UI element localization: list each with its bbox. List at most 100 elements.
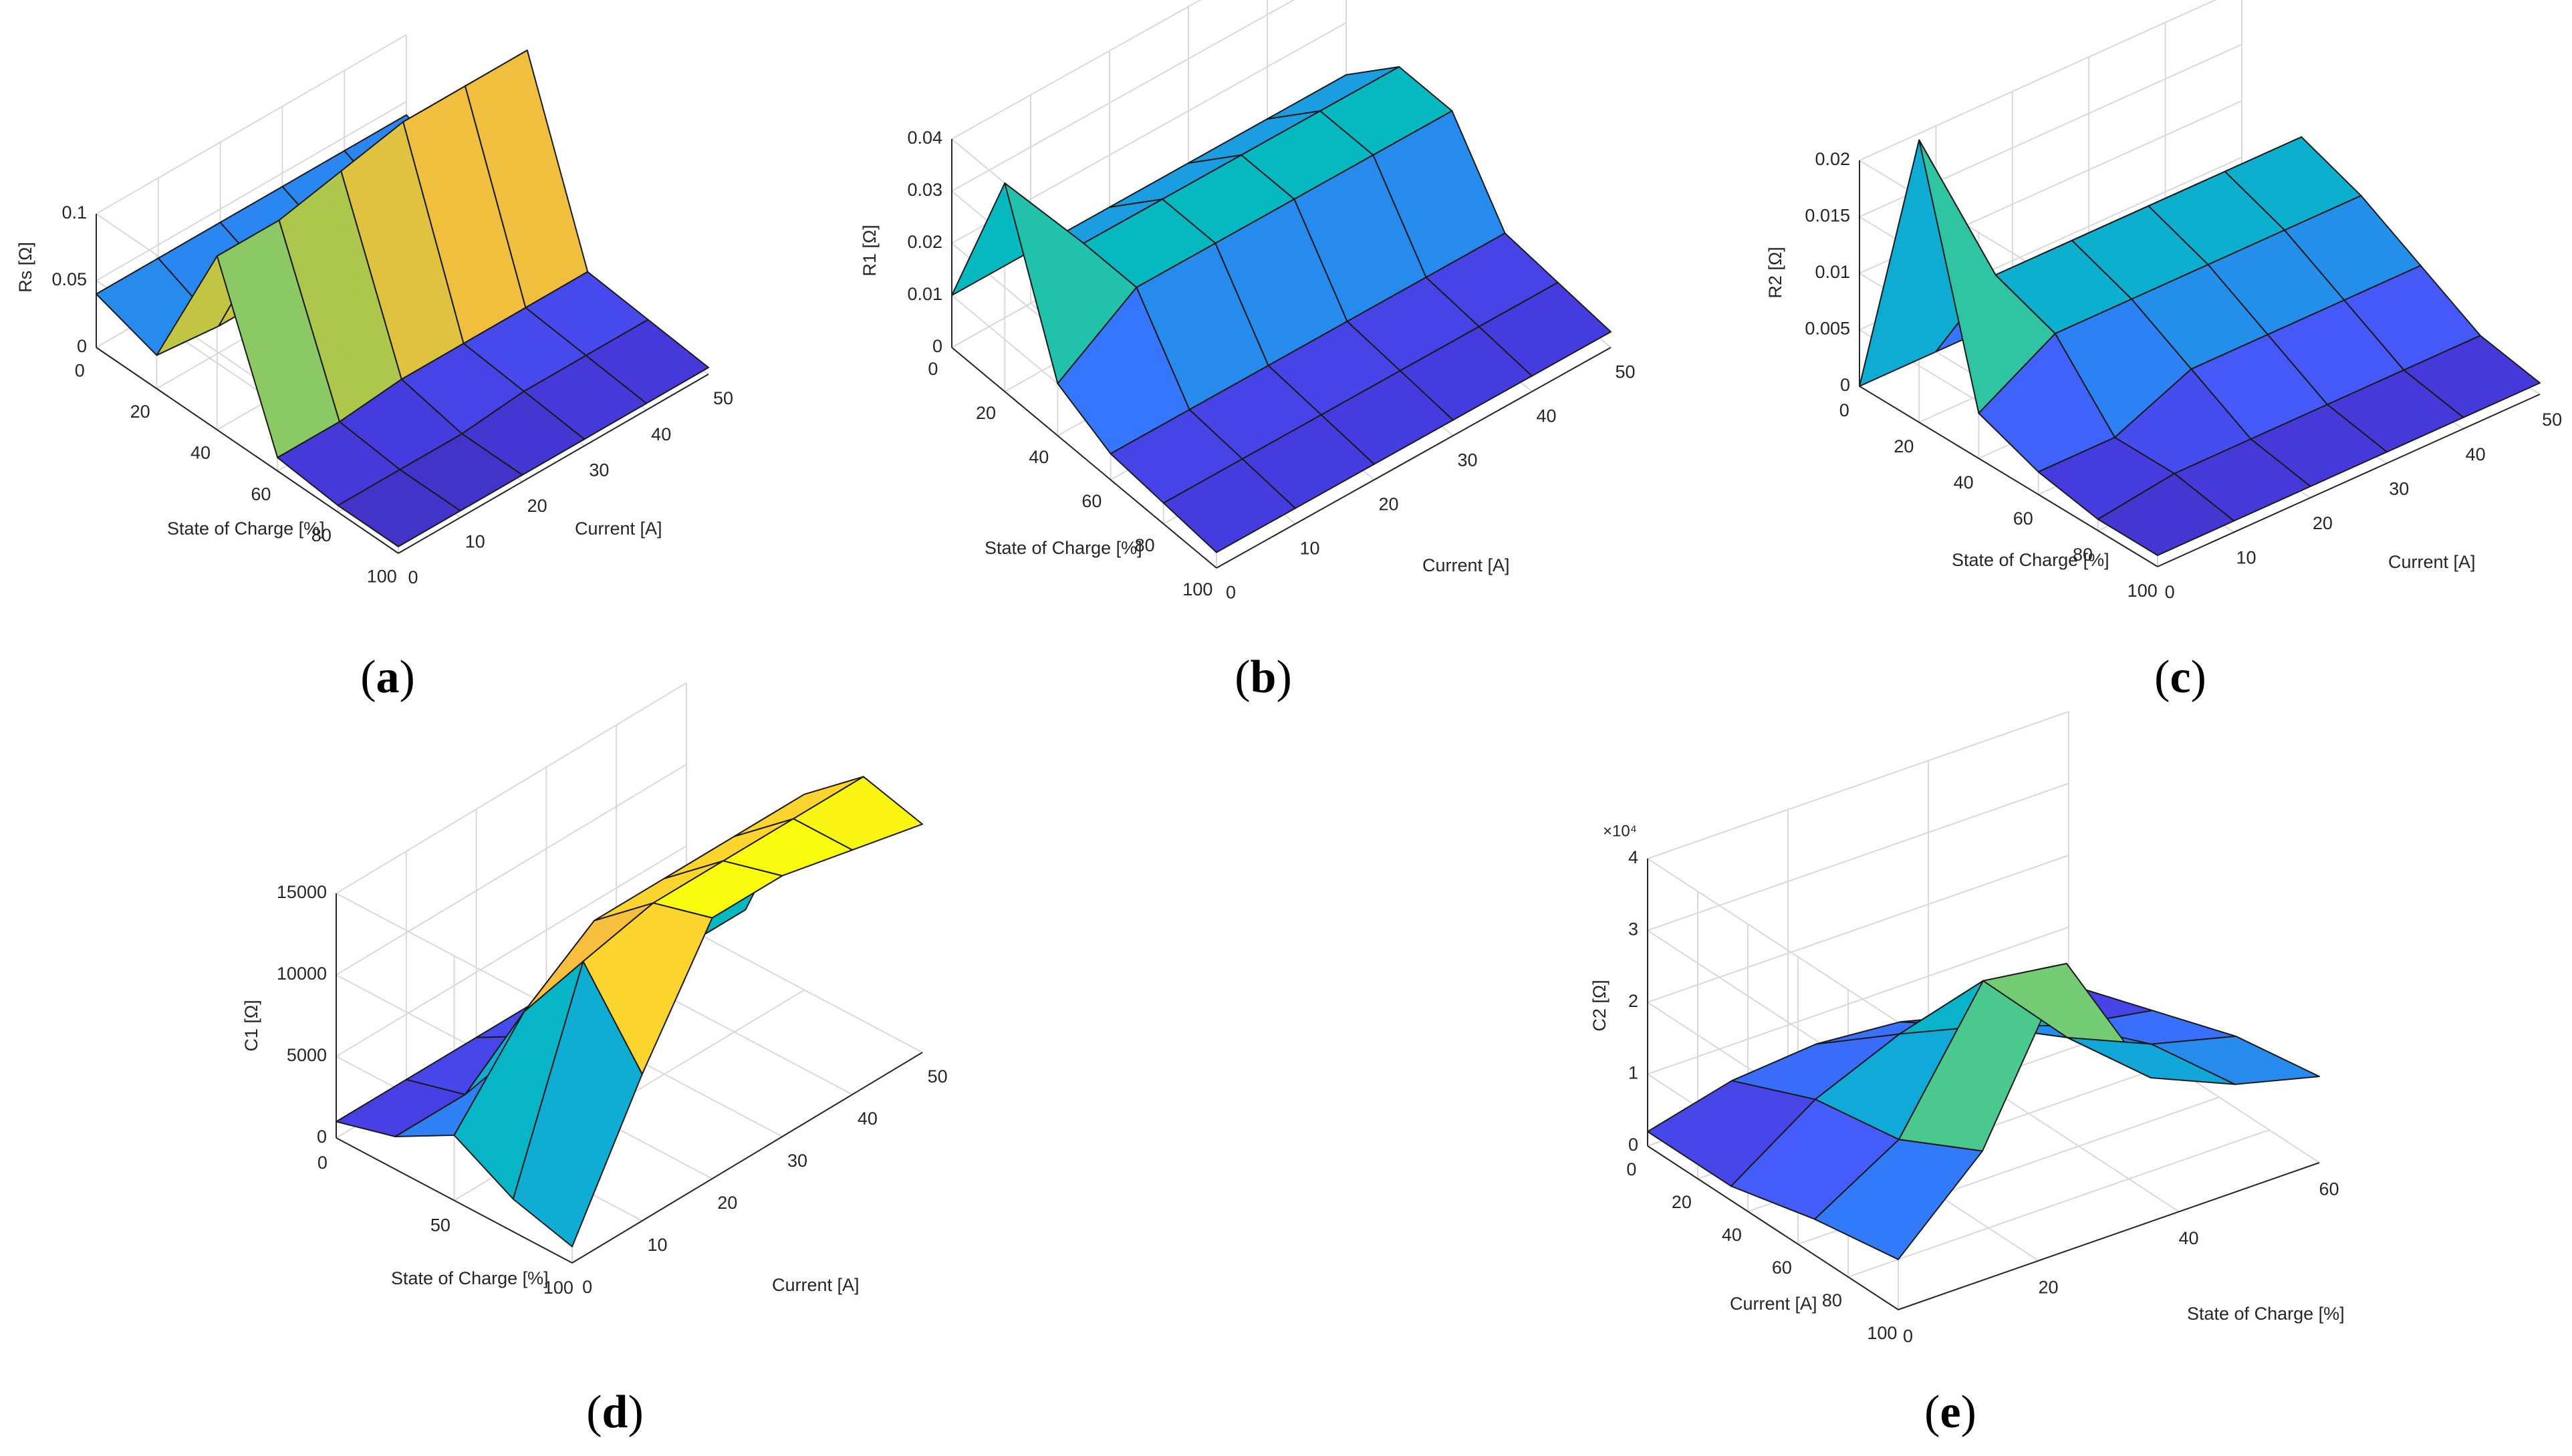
tick-label-current: 40 xyxy=(2466,444,2486,464)
tick-label-soc: 60 xyxy=(1772,1258,1792,1278)
grid-line-z-back xyxy=(1647,926,2069,1075)
caption-letter: a xyxy=(376,651,400,703)
grid-line-z-left xyxy=(1647,858,1899,1023)
caption-letter: b xyxy=(1251,651,1277,703)
tick-label-soc: 0 xyxy=(317,1153,328,1173)
axis-title-z: Rs [Ω] xyxy=(15,242,35,293)
grid-line-u-floor xyxy=(1847,1129,2270,1278)
grid-line-z-back xyxy=(951,0,1202,140)
tick-label-soc: 100 xyxy=(1867,1323,1897,1343)
tick-label-soc: 0 xyxy=(1839,400,1849,420)
tick-label-current: 60 xyxy=(2319,1179,2339,1199)
axis-title-x: State of Charge [%] xyxy=(167,519,325,539)
axis-title-x: State of Charge [%] xyxy=(1952,550,2109,570)
tick-label-current: 40 xyxy=(1536,406,1556,426)
tick-label-current: 10 xyxy=(647,1235,667,1255)
tick-label-current: 30 xyxy=(1457,450,1477,470)
tick-label-z: 0.05 xyxy=(51,269,87,289)
caption-paren-open: ( xyxy=(360,651,376,703)
tick-label-soc: 40 xyxy=(1954,472,1974,492)
chart-panel-d: 0 50 100 0 10 20 30 40 50 0 5000 10000 15000 C1 [Ω] St… xyxy=(241,682,948,1438)
surface-patch xyxy=(1478,281,1612,377)
tick-label-z: 0 xyxy=(317,1127,327,1147)
tick-label-soc: 20 xyxy=(1672,1192,1692,1212)
tick-label-z: 2 xyxy=(1628,991,1638,1011)
axis-title-y: Current [A] xyxy=(1422,555,1510,575)
caption-paren-close: ) xyxy=(1961,1387,1976,1438)
tick-label-z: 0.04 xyxy=(907,128,942,148)
chart-panel-a: 0 20 40 60 80 100 0 10 20 30 40 50 0 0.05 0.1 Rs [Ω] Sta… xyxy=(15,34,733,703)
tick-label-current: 40 xyxy=(651,424,671,444)
caption-letter: c xyxy=(2170,651,2190,703)
grid-line-z-back xyxy=(336,682,687,894)
axis-title-y: Current [A] xyxy=(575,519,662,539)
tick-label-z: 0.005 xyxy=(1805,319,1850,339)
caption-paren-close: ) xyxy=(628,1387,643,1438)
axis-line-soc xyxy=(951,347,1217,569)
grid-line-z-back xyxy=(1647,711,2069,859)
caption-paren-close: ) xyxy=(1276,651,1291,703)
caption-paren-open: ( xyxy=(586,1387,602,1438)
panel-caption: (e) xyxy=(1924,1387,1976,1438)
axis-title-x: State of Charge [%] xyxy=(391,1268,549,1288)
axis-title-z: R2 [Ω] xyxy=(1765,247,1785,298)
tick-label-current: 20 xyxy=(527,496,547,516)
tick-label-current: 30 xyxy=(787,1151,807,1171)
axis-line-current xyxy=(398,374,709,554)
caption-paren-open: ( xyxy=(2154,651,2170,703)
tick-label-soc: 0 xyxy=(1626,1159,1636,1179)
tick-label-z: 10000 xyxy=(277,964,327,984)
axis-title-z: C1 [Ω] xyxy=(241,1000,261,1051)
axes xyxy=(336,893,923,1264)
surface xyxy=(1859,136,2541,557)
tick-label-z: 0.01 xyxy=(907,284,942,304)
surface xyxy=(951,66,1612,553)
tick-label-soc: 40 xyxy=(190,443,211,463)
tick-label-soc: 80 xyxy=(1822,1290,1842,1310)
axis-line-soc xyxy=(336,1137,573,1264)
tick-label-current: 0 xyxy=(1226,583,1236,603)
grid-line-z-back xyxy=(1647,855,2069,1003)
panel-caption: (c) xyxy=(2154,651,2206,703)
caption-paren-open: ( xyxy=(1235,651,1250,703)
tick-label-soc: 50 xyxy=(430,1215,451,1235)
grid-line-z-back xyxy=(951,0,1295,192)
caption-letter: e xyxy=(1940,1387,1960,1438)
caption-paren-close: ) xyxy=(400,651,415,703)
surface-patch xyxy=(585,319,709,404)
tick-label-current: 10 xyxy=(1299,539,1319,559)
grid-line-z-back xyxy=(1859,0,2217,161)
axis-line-current xyxy=(2157,394,2541,567)
surface-patch xyxy=(2151,1035,2320,1085)
tick-label-current: 20 xyxy=(2313,513,2333,533)
tick-label-current: 20 xyxy=(1378,494,1398,515)
tick-label-z: 3 xyxy=(1628,919,1638,939)
tick-label-soc: 60 xyxy=(2013,508,2033,529)
tick-label-soc: 40 xyxy=(1029,447,1049,467)
grid-line-v-floor xyxy=(686,927,923,1053)
tick-label-soc: 80 xyxy=(2073,545,2093,565)
tick-label-current: 20 xyxy=(2038,1277,2058,1297)
tick-label-current: 10 xyxy=(2236,548,2256,568)
grid-line-z-back xyxy=(1647,782,2069,931)
surface xyxy=(1647,963,2320,1260)
tick-label-soc: 20 xyxy=(130,402,150,422)
axis-line-current xyxy=(1216,347,1612,569)
axis-title-x: State of Charge [%] xyxy=(985,538,1142,558)
panel-caption: (a) xyxy=(360,651,415,703)
tick-label-current: 50 xyxy=(928,1066,948,1086)
grid-line-z-back xyxy=(336,845,687,1057)
tick-label-z: 0.02 xyxy=(907,232,942,252)
axis-line-soc xyxy=(1647,1145,1899,1310)
tick-label-current: 0 xyxy=(582,1277,592,1297)
surface xyxy=(336,776,923,1248)
axes xyxy=(1647,859,2320,1310)
tick-label-current: 20 xyxy=(717,1193,737,1213)
tick-label-z: 0.03 xyxy=(907,180,942,200)
tick-label-z: 1 xyxy=(1628,1063,1638,1083)
chart-panel-b: 0 20 40 60 80 100 0 10 20 30 40 50 0 0.01 0.02 0.03 0.04… xyxy=(860,0,1636,703)
tick-label-z: 0.01 xyxy=(1815,262,1850,282)
tick-label-current: 50 xyxy=(2542,410,2562,430)
surface-patch xyxy=(793,776,923,851)
